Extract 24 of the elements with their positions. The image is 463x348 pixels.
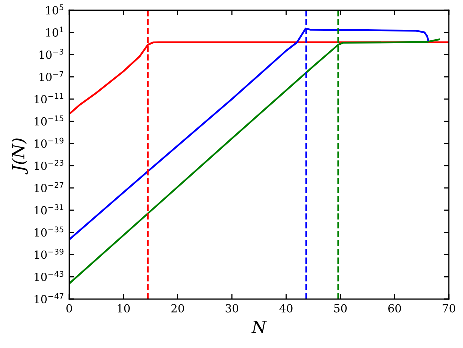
x-axis-title: N (252, 320, 268, 334)
x-tick-label: 20 (172, 304, 184, 313)
y-tick-label: 10$^{−11}$ (34, 94, 64, 104)
y-tick-label: 10$^{−19}$ (34, 138, 64, 148)
x-tick-label: 10 (118, 304, 130, 313)
y-tick-label: 10$^{−23}$ (34, 160, 64, 170)
x-tick-label: 30 (226, 304, 238, 313)
y-tick-label: 10$^{−15}$ (34, 116, 64, 126)
x-tick-label: 50 (334, 304, 347, 313)
y-axis-title: J(N) (12, 138, 28, 175)
y-tick-label: 10$^{−47}$ (34, 294, 64, 304)
y-tick-label: 10$^{−3}$ (40, 48, 64, 60)
y-tick-label: 10$^{5}$ (46, 4, 64, 15)
x-tick-label: 70 (442, 304, 456, 313)
y-tick-label: 10$^{−39}$ (34, 248, 64, 260)
y-tick-label: 10$^{1}$ (46, 26, 64, 37)
y-tick-label: 10$^{−27}$ (34, 182, 64, 192)
y-tick-label: 10$^{−7}$ (40, 71, 64, 82)
y-tick-label: 10$^{−35}$ (34, 226, 64, 237)
x-tick-label: 0 (66, 304, 72, 313)
x-tick-label: 40 (280, 304, 293, 313)
y-tick-label: 10$^{−31}$ (34, 204, 64, 215)
y-tick-label: 10$^{−43}$ (34, 271, 64, 282)
x-tick-label: 60 (388, 304, 402, 313)
